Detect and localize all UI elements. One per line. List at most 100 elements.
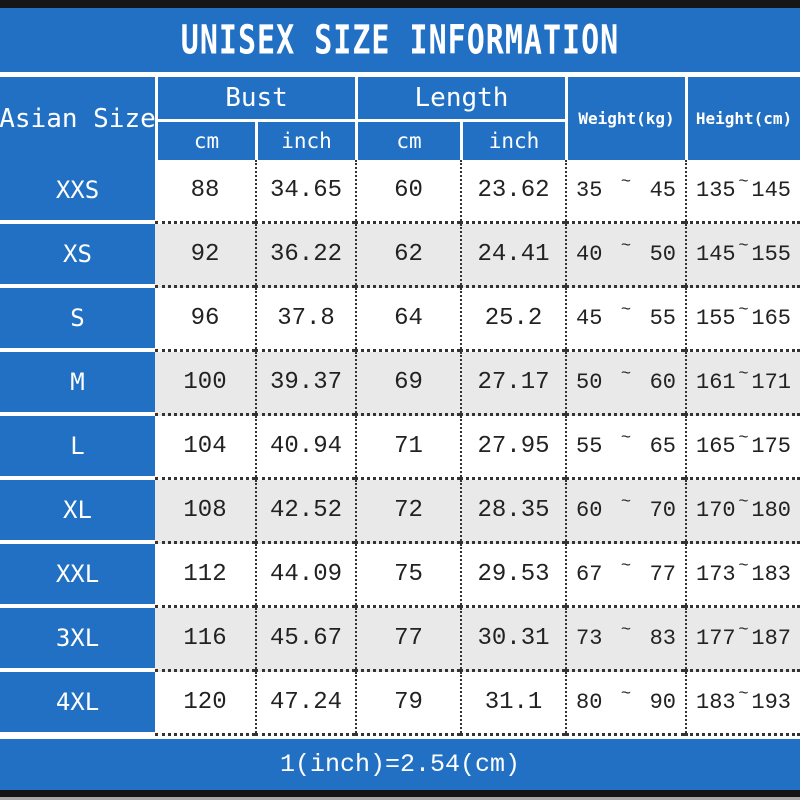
column-header-bust: Bust xyxy=(158,77,355,122)
height-min: 161 xyxy=(696,370,736,395)
table-row-xl: XL 108 42.52 72 28.35 60 ~70 170 ~180 xyxy=(0,480,800,544)
length-inch-value: 27.17 xyxy=(460,352,565,416)
tilde-glyph: ~ xyxy=(738,685,749,704)
height-min: 177 xyxy=(696,626,736,651)
tilde-glyph: ~ xyxy=(620,237,632,256)
subheader-bust-cm: cm xyxy=(193,129,220,153)
height-max: 165 xyxy=(751,306,791,331)
tilde-glyph: ~ xyxy=(738,301,749,320)
tilde-glyph: ~ xyxy=(620,173,632,192)
tilde-glyph: ~ xyxy=(738,173,749,192)
bust-inch-value: 47.24 xyxy=(255,672,355,736)
weight-min: 67 xyxy=(576,562,603,587)
title-band: UNISEX SIZE INFORMATION xyxy=(0,8,800,77)
tilde-glyph: ~ xyxy=(620,301,632,320)
weight-range: 73 ~83 xyxy=(565,608,685,672)
length-cm-value: 71 xyxy=(355,416,460,480)
size-label: M xyxy=(0,352,155,416)
weight-max: 90 xyxy=(649,690,676,715)
size-label: XXS xyxy=(0,160,155,224)
weight-range: 45 ~55 xyxy=(565,288,685,352)
length-cm-value: 62 xyxy=(355,224,460,288)
tilde-glyph: ~ xyxy=(738,557,749,576)
page-title: UNISEX SIZE INFORMATION xyxy=(180,16,620,64)
weight-max: 65 xyxy=(649,434,676,459)
weight-max: 83 xyxy=(649,626,676,651)
tilde-glyph: ~ xyxy=(620,493,632,512)
weight-max: 50 xyxy=(649,242,676,267)
bust-inch-value: 34.65 xyxy=(255,160,355,224)
weight-range: 67 ~77 xyxy=(565,544,685,608)
bust-cm-value: 96 xyxy=(155,288,255,352)
height-min: 170 xyxy=(696,498,736,523)
bust-inch-value: 42.52 xyxy=(255,480,355,544)
bust-cm-value: 88 xyxy=(155,160,255,224)
length-cm-value: 60 xyxy=(355,160,460,224)
height-min: 183 xyxy=(696,690,736,715)
height-max: 145 xyxy=(751,178,791,203)
length-inch-value: 27.95 xyxy=(460,416,565,480)
size-label: XL xyxy=(0,480,155,544)
weight-range: 80 ~90 xyxy=(565,672,685,736)
length-inch-value: 30.31 xyxy=(460,608,565,672)
conversion-note: 1(inch)=2.54(cm) xyxy=(279,750,521,779)
top-border xyxy=(0,0,800,8)
length-cm-value: 64 xyxy=(355,288,460,352)
bust-cm-value: 112 xyxy=(155,544,255,608)
size-label: L xyxy=(0,416,155,480)
weight-min: 73 xyxy=(576,626,603,651)
height-min: 145 xyxy=(696,242,736,267)
weight-range: 60 ~70 xyxy=(565,480,685,544)
weight-max: 60 xyxy=(649,370,676,395)
tilde-glyph: ~ xyxy=(738,237,749,256)
height-max: 155 xyxy=(751,242,791,267)
subheader-bust-inch: inch xyxy=(255,122,355,160)
table-row-3xl: 3XL 116 45.67 77 30.31 73 ~83 177 ~187 xyxy=(0,608,800,672)
length-inch-value: 31.1 xyxy=(460,672,565,736)
size-label: XXL xyxy=(0,544,155,608)
size-label: S xyxy=(0,288,155,352)
tilde-glyph: ~ xyxy=(738,365,749,384)
height-range: 135 ~145 xyxy=(685,160,800,224)
table-row-s: S 96 37.8 64 25.2 45 ~55 155 ~165 xyxy=(0,288,800,352)
height-max: 187 xyxy=(751,626,791,651)
length-cm-value: 69 xyxy=(355,352,460,416)
table-row-m: M 100 39.37 69 27.17 50 ~60 161 ~171 xyxy=(0,352,800,416)
bust-inch-value: 40.94 xyxy=(255,416,355,480)
length-inch-value: 23.62 xyxy=(460,160,565,224)
height-max: 193 xyxy=(751,690,791,715)
table-row-xxl: XXL 112 44.09 75 29.53 67 ~77 173 ~183 xyxy=(0,544,800,608)
tilde-glyph: ~ xyxy=(620,365,632,384)
bust-cm-value: 116 xyxy=(155,608,255,672)
height-range: 145 ~155 xyxy=(685,224,800,288)
table-row-xs: XS 92 36.22 62 24.41 40 ~50 145 ~155 xyxy=(0,224,800,288)
tilde-glyph: ~ xyxy=(738,621,749,640)
column-group-bust: Bust cm inch xyxy=(155,77,355,160)
tilde-glyph: ~ xyxy=(738,429,749,448)
weight-min: 60 xyxy=(576,498,603,523)
weight-min: 50 xyxy=(576,370,603,395)
length-cm-value: 79 xyxy=(355,672,460,736)
bust-cm-value: 120 xyxy=(155,672,255,736)
height-range: 173 ~183 xyxy=(685,544,800,608)
column-header-asian-size: Asian Size xyxy=(0,103,156,134)
bust-inch-value: 36.22 xyxy=(255,224,355,288)
height-min: 173 xyxy=(696,562,736,587)
height-min: 165 xyxy=(696,434,736,459)
tilde-glyph: ~ xyxy=(620,685,632,704)
tilde-glyph: ~ xyxy=(620,429,632,448)
length-cm-value: 77 xyxy=(355,608,460,672)
column-header-weight: Weight(kg) xyxy=(565,77,685,160)
column-group-length: Length cm inch xyxy=(355,77,565,160)
weight-range: 50 ~60 xyxy=(565,352,685,416)
tilde-glyph: ~ xyxy=(620,621,632,640)
size-label: XS xyxy=(0,224,155,288)
weight-min: 45 xyxy=(576,306,603,331)
height-max: 180 xyxy=(751,498,791,523)
column-header-height: Height(cm) xyxy=(685,77,800,160)
height-max: 171 xyxy=(751,370,791,395)
bust-cm-value: 104 xyxy=(155,416,255,480)
weight-range: 35 ~45 xyxy=(565,160,685,224)
bust-cm-value: 100 xyxy=(155,352,255,416)
length-inch-value: 29.53 xyxy=(460,544,565,608)
